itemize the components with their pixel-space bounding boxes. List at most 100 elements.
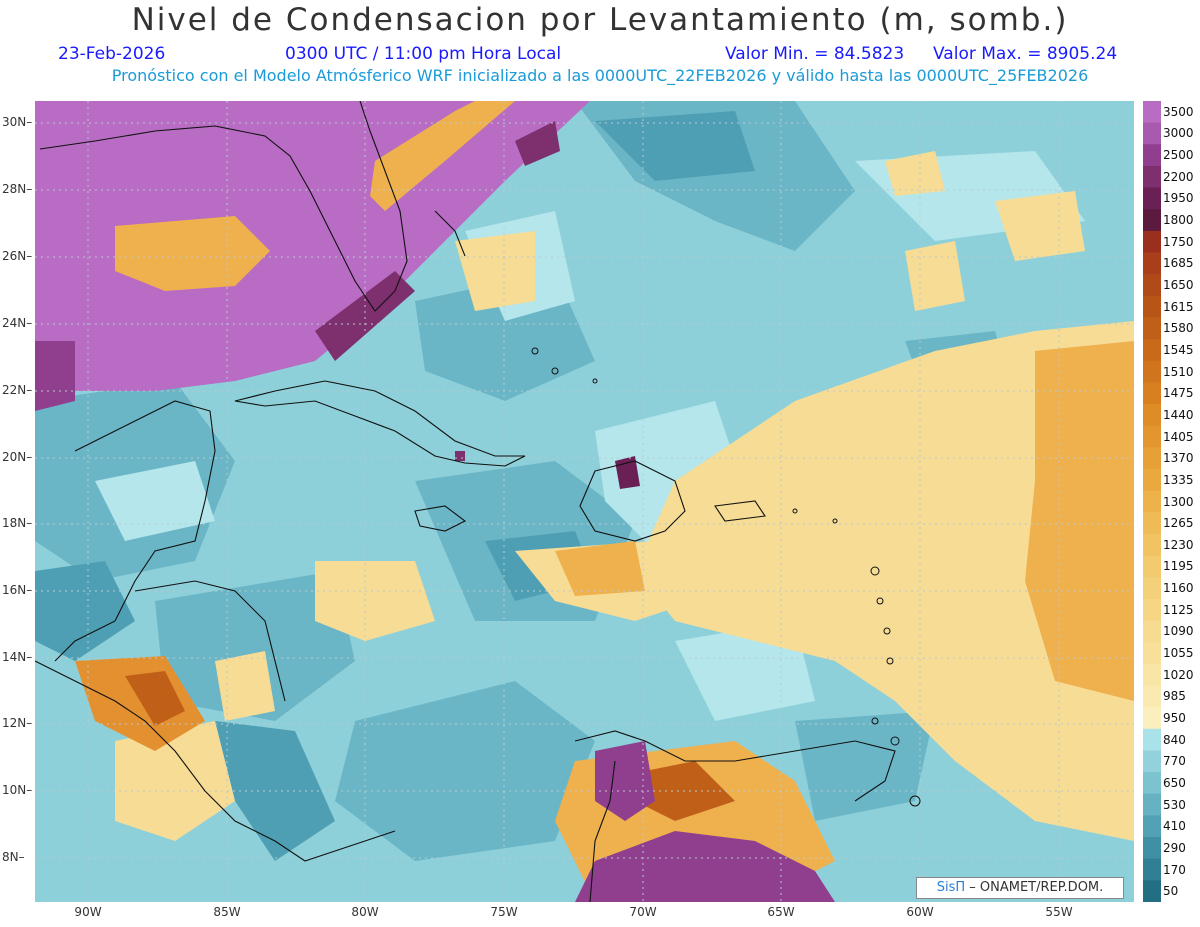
- lat-label-30n: 30N–: [2, 115, 33, 129]
- legend-swatch-1950: [1143, 187, 1161, 210]
- lat-label-22n: 22N–: [2, 383, 33, 397]
- legend-swatch-1545: [1143, 339, 1161, 362]
- legend-swatch-3000: [1143, 122, 1161, 145]
- lon-label-75w: 75W: [490, 905, 518, 919]
- credit-box: SisΠ – ONAMET/REP.DOM.: [916, 877, 1124, 899]
- legend-swatch-2200: [1143, 165, 1161, 189]
- legend-swatch-1615: [1143, 295, 1161, 318]
- legend-label-650: 650: [1163, 775, 1186, 790]
- legend-label-290: 290: [1163, 840, 1186, 855]
- lat-label-26n: 26N–: [2, 249, 33, 263]
- legend-swatch-1370: [1143, 447, 1161, 470]
- max-value: Valor Max. = 8905.24: [933, 44, 1118, 64]
- legend-label-2200: 2200: [1163, 169, 1194, 184]
- legend-swatch-3500: [1143, 101, 1161, 124]
- grid-lines: [35, 101, 1134, 902]
- legend-label-1545: 1545: [1163, 342, 1194, 357]
- legend-label-1800: 1800: [1163, 213, 1194, 228]
- lat-label-24n: 24N–: [2, 316, 33, 330]
- legend-swatch-1090: [1143, 620, 1161, 643]
- legend-label-530: 530: [1163, 797, 1186, 812]
- legend-label-1580: 1580: [1163, 321, 1194, 336]
- legend-swatch-950: [1143, 707, 1161, 730]
- legend-swatch-1300: [1143, 490, 1161, 513]
- lon-label-85w: 85W: [213, 905, 241, 919]
- legend-label-1335: 1335: [1163, 472, 1194, 487]
- legend-swatch-770: [1143, 750, 1161, 773]
- legend-swatch-2500: [1143, 144, 1161, 167]
- lon-label-65w: 65W: [767, 905, 795, 919]
- lon-label-70w: 70W: [629, 905, 657, 919]
- legend-label-1615: 1615: [1163, 299, 1194, 314]
- lat-label-10n: 10N–: [2, 783, 33, 797]
- legend-swatch-1125: [1143, 598, 1161, 622]
- legend-swatch-840: [1143, 728, 1161, 751]
- legend-swatch-1195: [1143, 555, 1161, 578]
- legend-label-50: 50: [1163, 884, 1179, 899]
- legend-swatch-1055: [1143, 642, 1161, 665]
- legend-swatch-410: [1143, 815, 1161, 838]
- lat-label-28n: 28N–: [2, 182, 33, 196]
- legend-label-1685: 1685: [1163, 256, 1194, 271]
- credit-text: – ONAMET/REP.DOM.: [965, 880, 1104, 895]
- sispi-logo: SisΠ: [936, 880, 966, 895]
- lat-label-14n: 14N–: [2, 650, 33, 664]
- lon-label-80w: 80W: [351, 905, 379, 919]
- legend-swatch-1230: [1143, 533, 1161, 557]
- legend-label-3000: 3000: [1163, 126, 1194, 141]
- legend-swatch-650: [1143, 772, 1161, 795]
- legend-swatch-1685: [1143, 252, 1161, 275]
- legend-label-985: 985: [1163, 689, 1186, 704]
- legend-swatch-1265: [1143, 512, 1161, 535]
- legend-swatch-530: [1143, 793, 1161, 816]
- color-legend: [1143, 101, 1161, 902]
- legend-label-170: 170: [1163, 862, 1186, 877]
- legend-label-1265: 1265: [1163, 516, 1194, 531]
- legend-label-1020: 1020: [1163, 667, 1194, 682]
- legend-swatch-1475: [1143, 382, 1161, 405]
- forecast-time: 0300 UTC / 11:00 pm Hora Local: [285, 44, 562, 64]
- lon-label-60w: 60W: [906, 905, 934, 919]
- legend-swatch-1750: [1143, 230, 1161, 254]
- legend-swatch-1580: [1143, 317, 1161, 340]
- lat-label-18n: 18N–: [2, 516, 33, 530]
- legend-label-950: 950: [1163, 710, 1186, 725]
- legend-label-1475: 1475: [1163, 386, 1194, 401]
- legend-label-1510: 1510: [1163, 364, 1194, 379]
- legend-swatch-1510: [1143, 360, 1161, 383]
- legend-label-410: 410: [1163, 819, 1186, 834]
- islands: [531, 347, 921, 807]
- legend-swatch-1160: [1143, 577, 1161, 600]
- legend-label-1125: 1125: [1163, 602, 1194, 617]
- legend-label-1090: 1090: [1163, 624, 1194, 639]
- lat-label-20n: 20N–: [2, 450, 33, 464]
- legend-label-1440: 1440: [1163, 407, 1194, 422]
- lat-label-16n: 16N–: [2, 583, 33, 597]
- legend-label-1750: 1750: [1163, 234, 1194, 249]
- lon-label-55w: 55W: [1045, 905, 1073, 919]
- legend-label-1195: 1195: [1163, 559, 1194, 574]
- lat-label-12n: 12N–: [2, 716, 33, 730]
- legend-label-1405: 1405: [1163, 429, 1194, 444]
- legend-label-840: 840: [1163, 732, 1186, 747]
- legend-label-1300: 1300: [1163, 494, 1194, 509]
- purple-regions: [35, 101, 835, 902]
- legend-label-1055: 1055: [1163, 646, 1194, 661]
- forecast-date: 23-Feb-2026: [58, 44, 166, 64]
- legend-label-2500: 2500: [1163, 148, 1194, 163]
- model-info: Pronóstico con el Modelo Atmósferico WRF…: [111, 66, 1089, 85]
- legend-label-1230: 1230: [1163, 537, 1194, 552]
- legend-label-3500: 3500: [1163, 104, 1194, 119]
- lcl-map: [35, 101, 1134, 902]
- map-title: Nivel de Condensacion por Levantamiento …: [131, 2, 1069, 38]
- legend-swatch-290: [1143, 837, 1161, 860]
- legend-swatch-985: [1143, 685, 1161, 708]
- lon-label-90w: 90W: [74, 905, 102, 919]
- legend-swatch-50: [1143, 880, 1161, 902]
- legend-swatch-1800: [1143, 209, 1161, 232]
- legend-swatch-1020: [1143, 663, 1161, 687]
- legend-label-1650: 1650: [1163, 278, 1194, 292]
- legend-swatch-170: [1143, 858, 1161, 881]
- legend-swatch-1440: [1143, 404, 1161, 427]
- legend-swatch-1335: [1143, 469, 1161, 492]
